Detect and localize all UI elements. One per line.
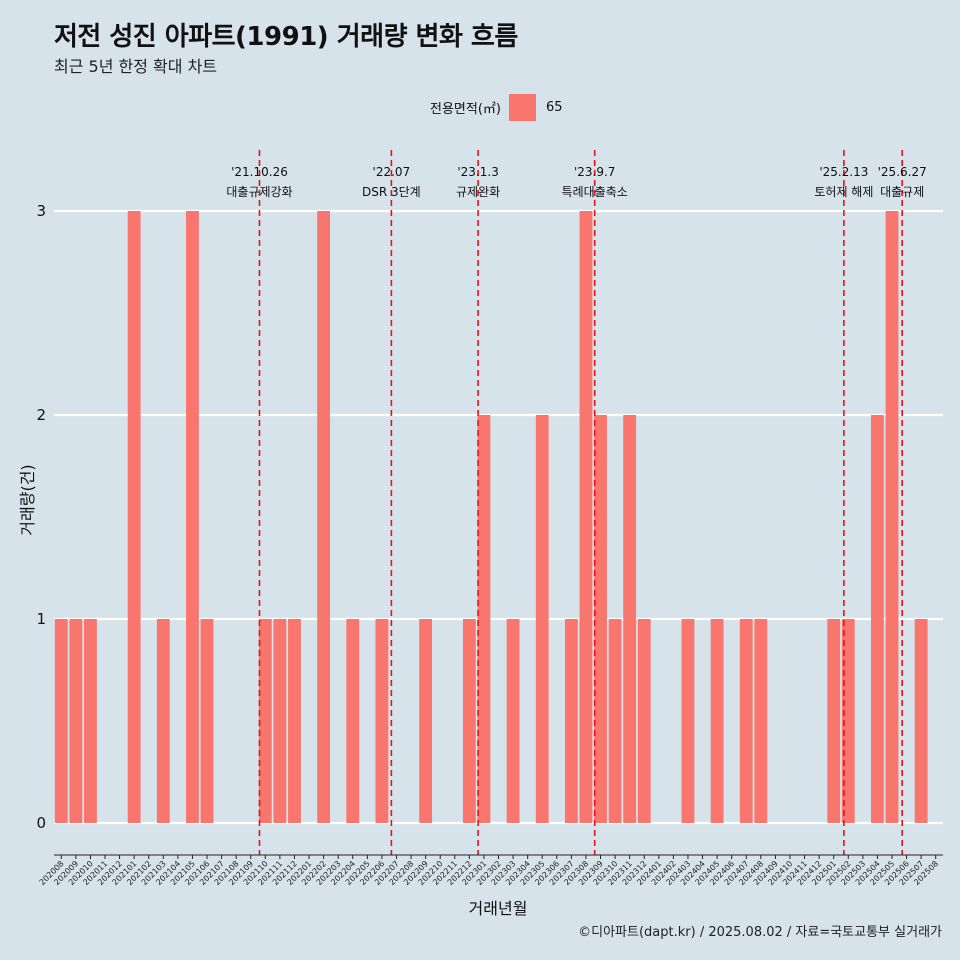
event-label: 규제완화	[456, 185, 500, 199]
bar	[419, 619, 433, 823]
legend: 전용면적(㎡) 65	[430, 93, 563, 121]
bar	[258, 619, 272, 823]
event-date-label: '25.6.27	[878, 165, 927, 179]
bar	[827, 619, 841, 823]
bar	[535, 415, 549, 823]
bar	[288, 619, 301, 823]
y-tick-label: 2	[36, 406, 46, 424]
bar	[623, 415, 637, 823]
bar	[754, 619, 768, 823]
bar	[200, 619, 214, 823]
bar	[84, 619, 97, 823]
bar	[375, 619, 389, 823]
bar	[885, 211, 899, 823]
bar	[186, 211, 199, 823]
chart-title: 저전 성진 아파트(1991) 거래량 변화 흐름	[54, 22, 518, 52]
y-tick-label: 3	[36, 202, 46, 220]
legend-title: 전용면적(㎡)	[430, 101, 501, 117]
bar	[564, 619, 578, 823]
event-label: 대출규제	[880, 185, 924, 199]
bar	[346, 619, 360, 823]
y-tick-label: 1	[36, 610, 46, 628]
event-date-label: '25.2.13	[819, 165, 868, 179]
event-date-label: '23.1.3	[457, 165, 498, 179]
legend-swatch	[508, 93, 536, 121]
bar	[739, 619, 753, 823]
bar	[54, 619, 68, 823]
bar	[127, 211, 141, 823]
y-axis-title: 거래량(건)	[18, 464, 37, 535]
event-date-label: '22.07	[373, 165, 411, 179]
y-tick-label: 0	[36, 814, 46, 832]
bar	[681, 619, 695, 823]
bar	[637, 619, 651, 823]
bar	[477, 415, 491, 823]
bar	[608, 619, 622, 823]
event-date-label: '21.10.26	[231, 165, 288, 179]
event-label: 대출규제강화	[226, 185, 292, 199]
event-date-label: '23.9.7	[574, 165, 615, 179]
bar	[69, 619, 83, 823]
bar	[273, 619, 287, 823]
event-label: 특례대출축소	[562, 185, 628, 199]
bar	[914, 619, 928, 823]
bar	[841, 619, 855, 823]
x-axis-title: 거래년월	[469, 899, 528, 918]
bar	[579, 211, 593, 823]
caption: ©디아파트(dapt.kr) / 2025.08.02 / 자료=국토교통부 실…	[578, 925, 942, 940]
bar	[871, 415, 884, 823]
event-label: DSR 3단계	[362, 185, 421, 199]
bar	[710, 619, 724, 823]
bar	[317, 211, 331, 823]
bar	[462, 619, 476, 823]
bar	[156, 619, 170, 823]
bar	[594, 415, 607, 823]
event-label: 토허제 해제	[814, 185, 873, 199]
bar	[506, 619, 520, 823]
legend-item-label: 65	[545, 99, 563, 115]
chart-subtitle: 최근 5년 한정 확대 차트	[54, 57, 218, 76]
